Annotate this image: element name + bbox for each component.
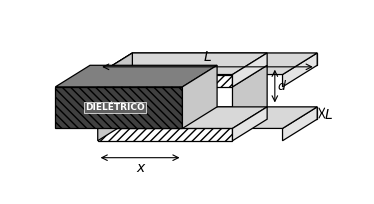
Text: L: L <box>203 50 211 64</box>
Text: DIELÉTRICO: DIELÉTRICO <box>85 103 145 112</box>
Polygon shape <box>282 53 317 87</box>
Polygon shape <box>98 107 267 129</box>
Polygon shape <box>98 53 267 74</box>
Polygon shape <box>98 129 233 141</box>
Polygon shape <box>98 53 317 74</box>
Polygon shape <box>98 53 132 87</box>
Polygon shape <box>132 53 317 65</box>
Text: L: L <box>325 108 332 122</box>
Polygon shape <box>233 107 267 141</box>
Polygon shape <box>233 65 267 129</box>
Polygon shape <box>98 107 317 129</box>
Polygon shape <box>183 65 217 129</box>
Polygon shape <box>98 74 233 87</box>
Polygon shape <box>233 53 267 87</box>
Text: x: x <box>136 161 144 175</box>
Polygon shape <box>98 107 132 141</box>
Polygon shape <box>55 87 183 129</box>
Polygon shape <box>132 107 317 119</box>
Text: d: d <box>277 80 285 93</box>
Polygon shape <box>55 65 217 87</box>
Polygon shape <box>282 107 317 141</box>
